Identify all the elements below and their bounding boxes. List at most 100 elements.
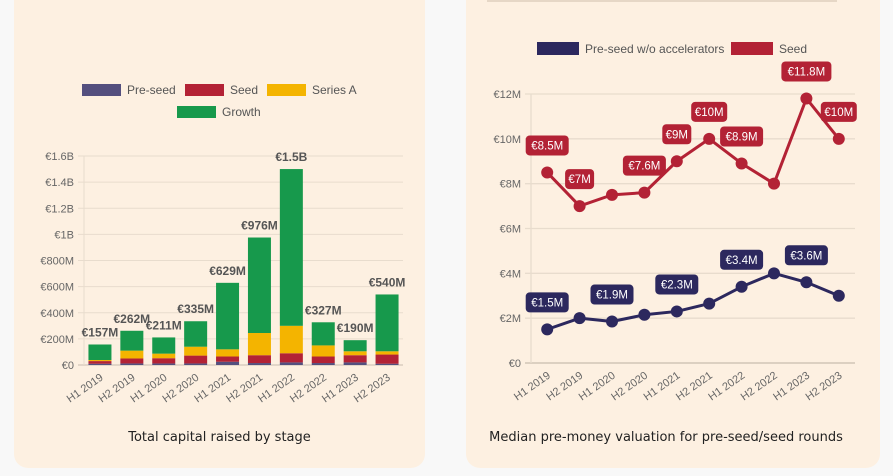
- bar-segment-preseed: [247, 363, 271, 365]
- y-tick-label: €1.4B: [45, 177, 74, 189]
- series-line-preseed_line: [546, 271, 840, 331]
- bar-segment-growth: [216, 282, 240, 350]
- legend-label-preseed_line: Pre-seed w/o accelerators: [585, 42, 724, 56]
- data-label-bg-seed_line: [820, 101, 857, 122]
- bar-segment-series_a: [247, 332, 271, 356]
- bar-total-label: €262M: [113, 312, 150, 326]
- bar-segment-growth: [311, 322, 335, 346]
- bar-total-label: €157M: [82, 325, 119, 339]
- data-label-bg-preseed_line: [655, 274, 699, 295]
- legend-swatch-seed: [185, 84, 224, 96]
- data-label-bg-seed_line: [691, 101, 728, 122]
- data-label-seed_line: €10M: [695, 107, 724, 119]
- bar-segment-seed: [375, 354, 399, 364]
- data-point-preseed_line: [703, 297, 716, 310]
- bar-segment-preseed: [311, 363, 335, 365]
- y-tick-label: €800M: [40, 256, 74, 268]
- data-label-bg-seed_line: [622, 155, 666, 176]
- bar-segment-growth: [184, 321, 208, 347]
- bar-segment-seed: [343, 355, 367, 363]
- data-point-preseed_line: [541, 323, 554, 336]
- data-point-preseed_line: [573, 312, 586, 325]
- data-label-bg-preseed_line: [784, 245, 828, 266]
- legend-swatch-seed_line: [731, 42, 773, 55]
- data-label-preseed_line: €1.9M: [596, 290, 628, 302]
- bar-segment-seed: [152, 358, 176, 364]
- y-tick-label: €10M: [493, 134, 521, 146]
- y-tick-label: €400M: [40, 308, 74, 320]
- data-point-preseed_line: [606, 315, 618, 328]
- data-point-seed_line: [768, 177, 780, 190]
- bar-segment-growth: [279, 169, 303, 326]
- y-tick-label: €4M: [500, 268, 521, 280]
- bar-segment-series_a: [279, 325, 303, 354]
- left-chart-caption: Total capital raised by stage: [128, 430, 311, 445]
- bar-segment-preseed: [152, 363, 176, 365]
- data-label-seed_line: €9M: [666, 129, 688, 141]
- x-tick-label: H2 2023: [804, 370, 845, 404]
- bar-segment-preseed: [279, 362, 303, 365]
- bar-total-label: €327M: [305, 303, 342, 317]
- bar-segment-preseed: [120, 363, 144, 365]
- bar-segment-preseed: [88, 363, 112, 365]
- data-label-seed_line: €7.6M: [628, 161, 660, 173]
- y-tick-label: €0: [62, 360, 74, 372]
- bar-segment-growth: [120, 330, 144, 351]
- legend-label-seed: Seed: [230, 83, 258, 97]
- bar-total-label: €976M: [241, 219, 278, 233]
- data-point-preseed_line: [735, 280, 748, 293]
- y-tick-label: €600M: [40, 282, 74, 294]
- data-point-seed_line: [703, 132, 716, 145]
- bar-segment-series_a: [184, 346, 208, 356]
- data-label-seed_line: €11.8M: [788, 66, 826, 78]
- bar-segment-seed: [247, 355, 271, 364]
- data-label-seed_line: €8.9M: [726, 131, 758, 143]
- bar-segment-series_a: [375, 351, 399, 355]
- data-label-bg-preseed_line: [525, 292, 569, 313]
- data-point-preseed_line: [800, 276, 813, 289]
- data-label-bg-preseed_line: [720, 249, 764, 270]
- bar-total-label: €190M: [337, 321, 374, 335]
- bar-segment-series_a: [152, 353, 176, 359]
- bar-segment-seed: [279, 353, 303, 363]
- y-tick-label: €12M: [493, 89, 521, 101]
- bar-segment-growth: [88, 344, 112, 361]
- bar-total-label: €629M: [209, 264, 246, 278]
- bar-segment-growth: [152, 337, 176, 354]
- y-tick-label: €200M: [40, 334, 74, 346]
- legend-swatch-preseed: [82, 84, 121, 96]
- y-tick-label: €1.6B: [45, 151, 74, 163]
- data-point-seed_line: [638, 186, 651, 199]
- data-point-seed_line: [800, 92, 813, 105]
- data-point-preseed_line: [670, 305, 683, 318]
- data-point-seed_line: [573, 200, 586, 213]
- data-label-bg-seed_line: [781, 61, 832, 82]
- bar-segment-growth: [343, 340, 367, 352]
- bar-segment-series_a: [216, 349, 240, 357]
- y-tick-label: €0: [509, 358, 521, 370]
- bar-segment-growth: [375, 294, 399, 352]
- data-point-preseed_line: [638, 308, 651, 321]
- bar-segment-preseed: [343, 362, 367, 365]
- series-line-seed_line: [546, 96, 840, 208]
- bar-segment-preseed: [375, 363, 399, 365]
- data-label-preseed_line: €1.5M: [531, 297, 563, 309]
- right-chart-caption: Median pre-money valuation for pre-seed/…: [489, 430, 843, 445]
- y-tick-label: €6M: [500, 224, 521, 236]
- data-point-preseed_line: [768, 267, 780, 280]
- bar-segment-seed: [311, 356, 335, 364]
- bar-segment-preseed: [216, 361, 240, 365]
- bar-segment-seed: [88, 361, 112, 364]
- legend-swatch-preseed_line: [537, 42, 579, 55]
- data-label-seed_line: €8.5M: [531, 140, 563, 152]
- bar-total-label: €335M: [177, 302, 214, 316]
- data-point-seed_line: [832, 132, 845, 145]
- legend-label-growth: Growth: [222, 105, 261, 119]
- legend-label-series_a: Series A: [312, 83, 357, 97]
- data-label-preseed_line: €3.4M: [726, 255, 758, 267]
- data-label-bg-seed_line: [720, 126, 764, 147]
- data-label-bg-preseed_line: [590, 284, 634, 305]
- data-label-bg-seed_line: [565, 169, 595, 190]
- data-point-preseed_line: [832, 289, 845, 302]
- data-point-seed_line: [735, 157, 748, 170]
